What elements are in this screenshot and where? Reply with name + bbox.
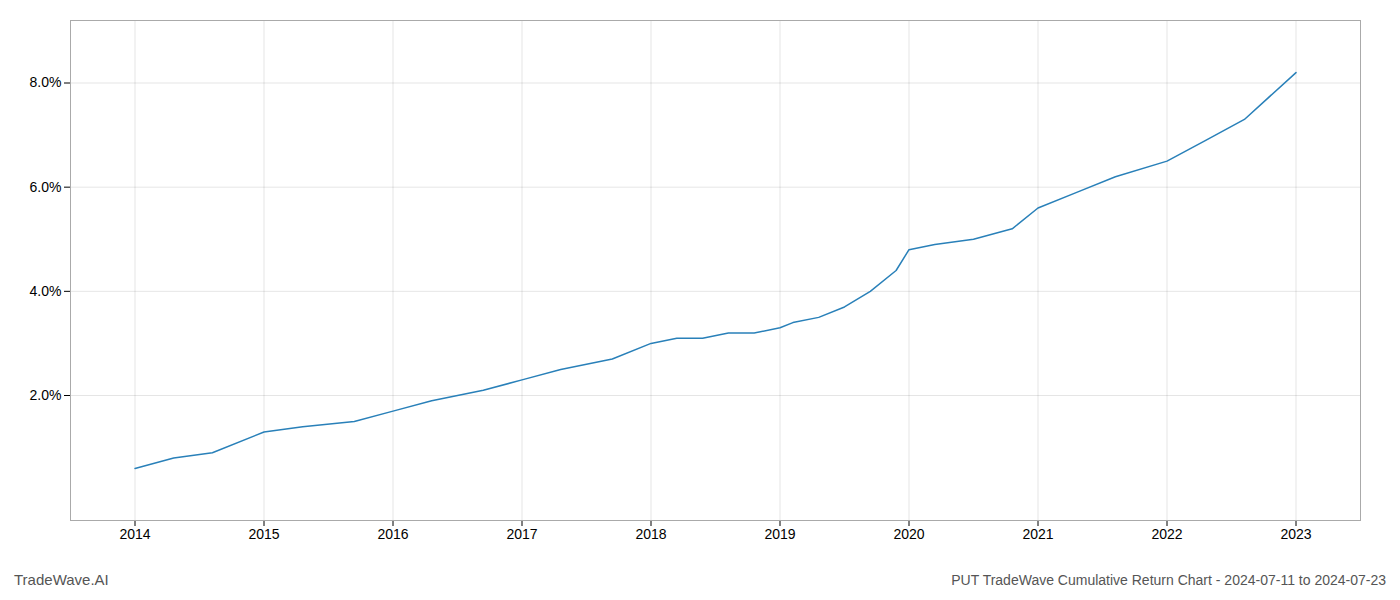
svg-text:2021: 2021 [1022,526,1053,542]
svg-text:4.0%: 4.0% [30,283,62,299]
svg-text:8.0%: 8.0% [30,74,62,90]
svg-text:6.0%: 6.0% [30,179,62,195]
svg-text:2023: 2023 [1280,526,1311,542]
svg-text:2017: 2017 [506,526,537,542]
html-text:TradeWave.AI: TradeWave.AI [14,571,109,588]
svg-text:2018: 2018 [635,526,666,542]
svg-text:2020: 2020 [893,526,924,542]
svg-text:2014: 2014 [119,526,150,542]
svg-text:2.0%: 2.0% [30,387,62,403]
svg-text:2019: 2019 [764,526,795,542]
svg-text:2015: 2015 [248,526,279,542]
html-text:PUT TradeWave Cumulative Retur: PUT TradeWave Cumulative Return Chart - … [951,572,1386,588]
svg-text:2022: 2022 [1151,526,1182,542]
svg-text:2016: 2016 [377,526,408,542]
